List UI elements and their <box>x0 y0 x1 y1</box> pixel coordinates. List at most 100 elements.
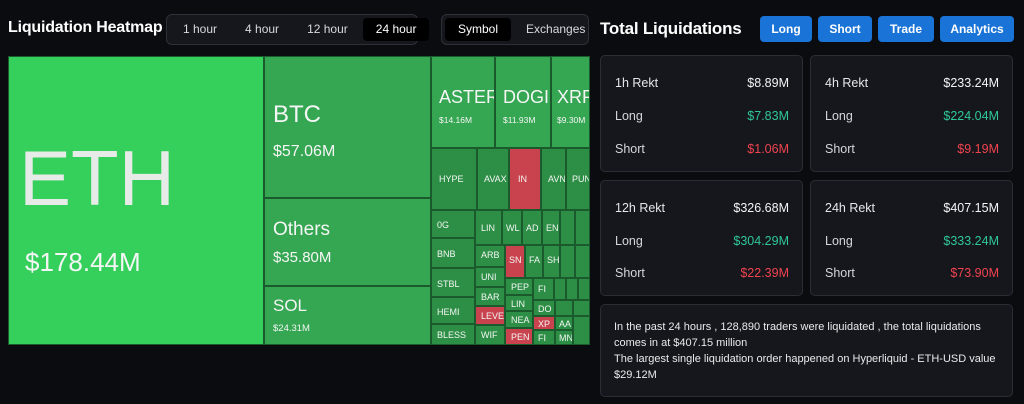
card-1h-long-label: Long <box>615 109 643 123</box>
liquidation-treemap: ETH $178.44M BTC $57.06M Others $35.80M … <box>8 56 590 345</box>
tile-others[interactable]: Others $35.80M <box>264 198 431 286</box>
view-exchanges[interactable]: Exchanges <box>526 22 586 36</box>
tile-aa-symbol: AA <box>559 319 572 329</box>
tile-wl[interactable]: WL <box>502 210 522 245</box>
card-24h-total: $407.15M <box>943 201 999 215</box>
tile-misc-4[interactable] <box>575 245 590 278</box>
short-button[interactable]: Short <box>818 16 872 42</box>
tile-misc-1[interactable] <box>560 210 575 245</box>
card-12h-long: $304.29M <box>733 234 789 248</box>
tile-sol-value: $24.31M <box>273 323 310 334</box>
tile-lin[interactable]: LIN <box>475 210 502 245</box>
tile-pen[interactable]: PEN <box>505 328 533 345</box>
tile-bnb[interactable]: BNB <box>431 238 475 268</box>
tile-avn[interactable]: AVN <box>541 148 566 210</box>
tile-eth-symbol: ETH <box>19 134 175 222</box>
tile-fi-2[interactable]: FI <box>533 330 555 345</box>
card-4h-short: $9.19M <box>957 142 999 156</box>
card-1h-total: $8.89M <box>747 76 789 90</box>
tile-aa[interactable]: AA <box>555 316 573 330</box>
tile-ad[interactable]: AD <box>522 210 542 245</box>
tile-misc-5[interactable] <box>554 278 566 300</box>
timeframe-12h[interactable]: 12 hour <box>307 22 348 36</box>
trade-button[interactable]: Trade <box>878 16 934 42</box>
card-24h-long: $333.24M <box>943 234 999 248</box>
analytics-button[interactable]: Analytics <box>940 16 1014 42</box>
tile-avax-symbol: AVAX <box>484 174 507 184</box>
tile-en[interactable]: EN <box>542 210 560 245</box>
tile-in[interactable]: IN <box>509 148 541 210</box>
tile-do[interactable]: DO <box>533 300 555 316</box>
tile-hemi[interactable]: HEMI <box>431 297 475 324</box>
card-4h-long-label: Long <box>825 109 853 123</box>
tile-sn[interactable]: SN <box>505 245 525 278</box>
summary-line-largest: The largest single liquidation order hap… <box>614 353 996 381</box>
timeframe-4h[interactable]: 4 hour <box>245 22 280 36</box>
card-4h-short-label: Short <box>825 142 855 156</box>
tile-mn-symbol: MN <box>559 333 573 343</box>
tile-ad-symbol: AD <box>526 223 539 233</box>
card-12h-long-label: Long <box>615 234 643 248</box>
tile-arb-symbol: ARB <box>481 250 500 260</box>
tile-btc[interactable]: BTC $57.06M <box>264 56 431 198</box>
tile-fi[interactable]: FI <box>533 278 554 300</box>
tile-bar-symbol: BAR <box>481 292 500 302</box>
tile-leve-symbol: LEVE <box>481 311 505 321</box>
tile-sh-symbol: SH <box>547 255 560 265</box>
long-button[interactable]: Long <box>760 16 812 42</box>
tile-avax[interactable]: AVAX <box>477 148 509 210</box>
tile-hype[interactable]: HYPE <box>431 148 477 210</box>
card-12h-short-label: Short <box>615 266 645 280</box>
tile-mn[interactable]: MN <box>555 330 573 345</box>
tile-stbl[interactable]: STBL <box>431 268 475 297</box>
tile-sol-symbol: SOL <box>273 296 308 315</box>
tile-aster-symbol: ASTER <box>439 87 495 107</box>
tile-xp-symbol: XP <box>538 319 551 329</box>
tile-doge[interactable]: DOGI $11.93M <box>495 56 551 148</box>
tile-misc-10[interactable] <box>573 316 590 345</box>
view-symbol[interactable]: Symbol <box>445 18 512 41</box>
tile-misc-8[interactable] <box>555 300 573 316</box>
tile-nea[interactable]: NEA <box>505 311 533 328</box>
tile-wif[interactable]: WIF <box>475 325 505 345</box>
card-12h-label: 12h Rekt <box>615 201 666 215</box>
tile-misc-6[interactable] <box>566 278 578 300</box>
total-liquidations-title: Total Liquidations <box>600 19 742 38</box>
tile-xp[interactable]: XP <box>533 316 555 330</box>
tile-leve[interactable]: LEVE <box>475 306 505 325</box>
tile-arb[interactable]: ARB <box>475 245 505 267</box>
tile-pep[interactable]: PEP <box>505 278 533 295</box>
summary-line-total: In the past 24 hours , 128,890 traders w… <box>614 321 981 349</box>
tile-0g[interactable]: 0G <box>431 210 475 238</box>
timeframe-selector: 1 hour 4 hour 12 hour 24 hour <box>166 14 430 45</box>
view-selector: Symbol Exchanges <box>441 14 589 45</box>
tile-en-symbol: EN <box>546 223 559 233</box>
tile-stbl-symbol: STBL <box>437 279 460 289</box>
tile-pun-symbol: PUN <box>572 174 590 184</box>
liquidation-summary: In the past 24 hours , 128,890 traders w… <box>600 304 1013 397</box>
card-24h-rekt: 24h Rekt $407.15M Long $333.24M Short $73.9… <box>810 180 1013 296</box>
tile-uni-symbol: UNI <box>481 272 497 282</box>
tile-bless[interactable]: BLESS <box>431 324 475 345</box>
tile-bar[interactable]: BAR <box>475 287 505 306</box>
tile-fa[interactable]: FA <box>525 245 543 278</box>
tile-misc-3[interactable] <box>560 245 575 278</box>
tile-eth[interactable]: ETH $178.44M <box>8 56 264 345</box>
card-24h-long-label: Long <box>825 234 853 248</box>
tile-hemi-symbol: HEMI <box>437 307 460 317</box>
timeframe-1h[interactable]: 1 hour <box>183 22 218 36</box>
tile-pun[interactable]: PUN <box>566 148 590 210</box>
tile-sol[interactable]: SOL $24.31M <box>264 286 431 345</box>
tile-xrp[interactable]: XRP $9.30M <box>551 56 590 148</box>
card-12h-total: $326.68M <box>733 201 789 215</box>
tile-misc-9[interactable] <box>573 300 590 316</box>
card-12h-rekt: 12h Rekt $326.68M Long $304.29M Short $22.3… <box>600 180 803 296</box>
tile-misc-2[interactable] <box>575 210 590 245</box>
tile-misc-7[interactable] <box>578 278 590 300</box>
tile-btc-value: $57.06M <box>273 143 336 160</box>
tile-aster[interactable]: ASTER $14.16M <box>431 56 495 148</box>
tile-sh[interactable]: SH <box>543 245 560 278</box>
timeframe-24h[interactable]: 24 hour <box>362 18 430 41</box>
tile-uni[interactable]: UNI <box>475 267 505 287</box>
tile-lin-2[interactable]: LIN <box>505 295 533 311</box>
